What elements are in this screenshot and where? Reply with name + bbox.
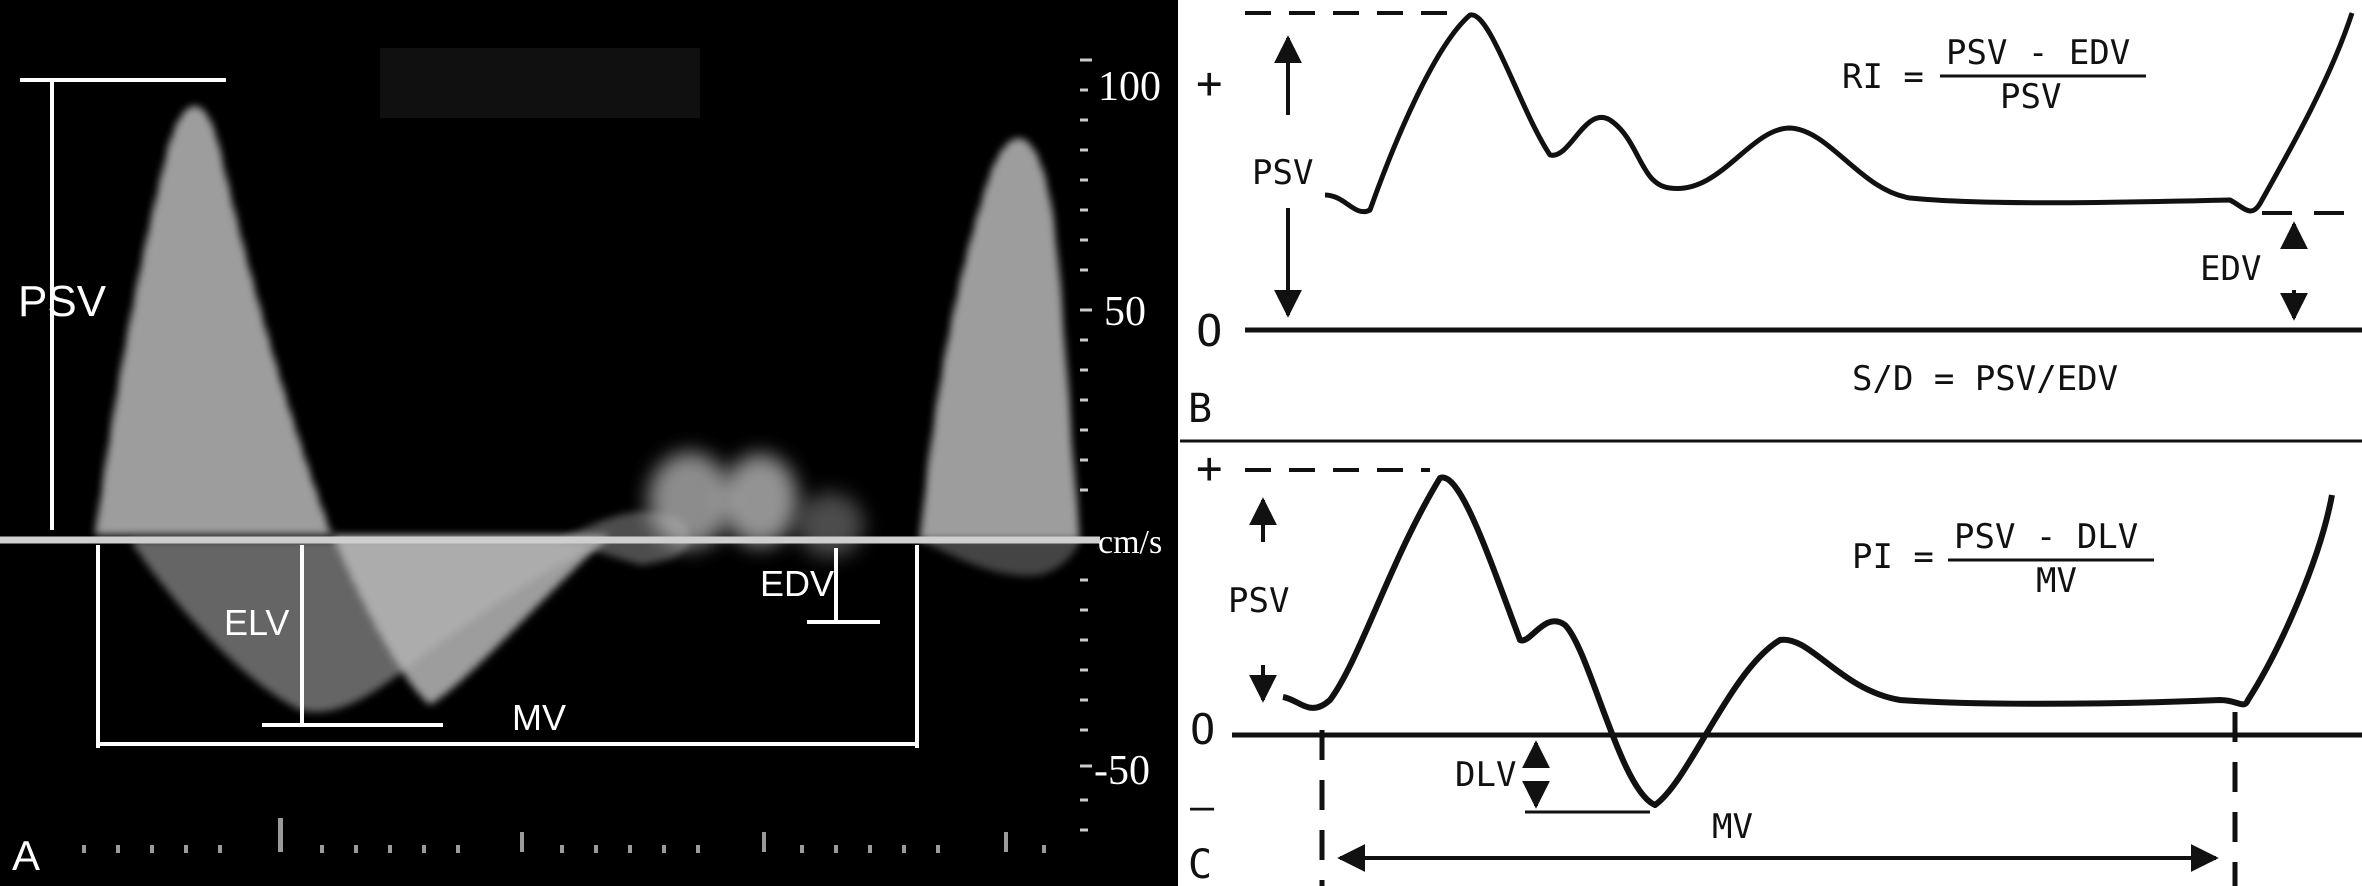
diastolic-blob-2 <box>722 454 798 546</box>
waveform-c <box>1282 474 2335 808</box>
systolic-peak-2-reverse <box>920 540 1080 576</box>
diastolic-blob-3 <box>796 493 864 557</box>
psv-label-b: PSV <box>1252 153 1313 193</box>
edv-label-a: EDV <box>760 563 834 604</box>
ri-denominator: PSV <box>2000 77 2061 117</box>
zero-label-b: O <box>1196 306 1223 357</box>
ri-lhs: RI = <box>1842 57 1924 97</box>
panel-a-annotation-lines <box>20 78 919 748</box>
unit-label: cm/s <box>1098 524 1162 561</box>
psv-label-c: PSV <box>1228 581 1289 621</box>
psv-label-a: PSV <box>18 277 107 326</box>
panel-a: 100 50 -50 cm/s <box>0 0 1178 886</box>
dlv-label-c: DLV <box>1455 755 1516 795</box>
panel-b: + O PSV EDV RI = PSV - EDV PSV S/D = PSV… <box>1188 11 2362 432</box>
scale-50-label: 50 <box>1104 289 1146 335</box>
plus-sign-c: + <box>1196 443 1223 494</box>
mv-label-a: MV <box>512 697 566 738</box>
plus-sign-b: + <box>1196 58 1223 109</box>
pi-numerator: PSV - DLV <box>1954 517 2138 557</box>
panel-a-label: A <box>12 832 40 879</box>
systolic-peak-2 <box>920 138 1080 540</box>
pi-lhs: PI = <box>1852 537 1934 577</box>
scale-minus-50-label: -50 <box>1094 748 1150 794</box>
reverse-flow-lobe <box>130 540 610 712</box>
time-markers <box>82 818 1046 853</box>
panel-c-label: C <box>1188 842 1212 886</box>
pi-denominator: MV <box>2036 561 2077 601</box>
waveform-b <box>1324 12 2355 215</box>
scale-100-label: 100 <box>1098 64 1161 110</box>
mv-label-c: MV <box>1712 807 1753 847</box>
zero-label-c: O <box>1190 705 1215 754</box>
minus-sign-c: — <box>1190 784 1215 830</box>
velocity-scale-ticks <box>1080 58 1092 832</box>
panel-b-label: B <box>1188 386 1212 432</box>
sd-formula: S/D = PSV/EDV <box>1852 359 2118 399</box>
diastolic-blob-1 <box>648 452 732 548</box>
screen-overlay-block <box>380 48 700 118</box>
panel-c: + O — PSV DLV MV PI = PSV - DLV MV C <box>1188 443 2362 886</box>
elv-label-a: ELV <box>224 602 289 643</box>
ri-numerator: PSV - EDV <box>1946 33 2130 73</box>
edv-label-b: EDV <box>2200 249 2261 289</box>
